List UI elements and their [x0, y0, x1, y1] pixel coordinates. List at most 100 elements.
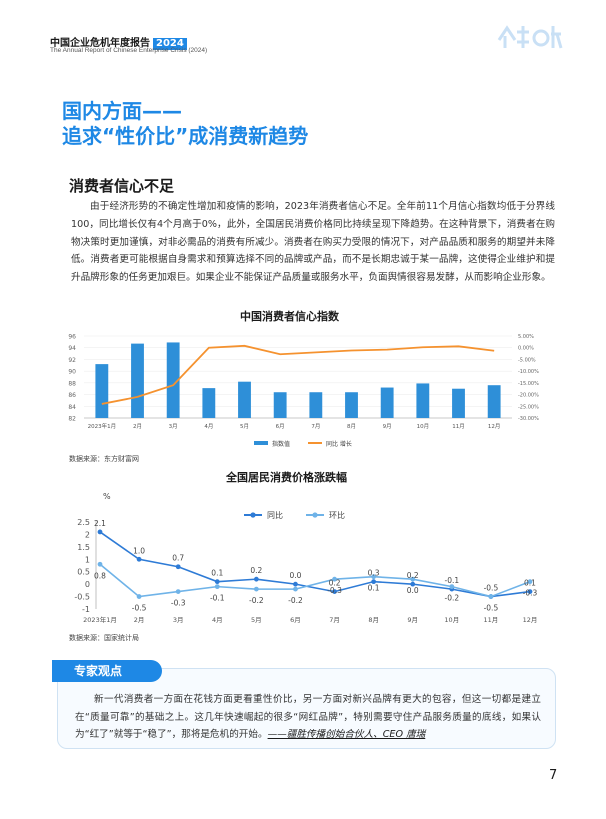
chart1-xtick: 8月: [347, 423, 356, 430]
expert-opinion-text: 新一代消费者一方面在花钱方面更看重性价比，另一方面对新兴品牌有更大的包容，但这一…: [75, 691, 541, 744]
chart1-yoy-line: [101, 344, 495, 405]
chart2-point: [293, 581, 298, 587]
chart2-xtick: 6月: [290, 616, 301, 624]
chart2-data-label: 0.1: [368, 584, 380, 593]
chart2-ytick: 2: [85, 530, 90, 539]
section-title-line2: 追求“性价比”成消费新趋势: [62, 124, 309, 148]
chart2-legend-marker-1: [312, 512, 318, 518]
chart1-bar: [416, 383, 430, 418]
chart1-xtick: 6月: [276, 423, 285, 430]
expert-signature: ——疆胜传播创始合伙人、CEO 唐瑞: [267, 729, 426, 741]
chart1-bar: [487, 385, 501, 418]
body-paragraph: 由于经济形势的不确定性增加和疫情的影响，2023年消费者信心不足。全年前11个月…: [71, 201, 555, 284]
chart2-point: [332, 589, 337, 594]
chart1-legend-bar: 指数值: [272, 440, 290, 448]
chart2-legend-label-1: 环比: [329, 510, 345, 520]
chart1-ytick-left: 86: [68, 392, 76, 399]
chart2-data-label: 0.7: [172, 554, 184, 563]
chart2-xtick: 12月: [523, 616, 538, 624]
chart1-xtick: 7月: [311, 423, 320, 430]
chart2-point: [214, 579, 220, 585]
chart2-data-label: -0.3: [327, 586, 342, 595]
chart1-ytick-right: 0.00%: [518, 346, 534, 352]
chart2-point: [253, 586, 259, 592]
chart1-ytick-left: 94: [68, 345, 76, 352]
chart2-data-label: 1.0: [133, 546, 145, 555]
chart2-data-label: 0.0: [407, 586, 419, 595]
chart1-bar: [309, 392, 323, 418]
chart1-source: 数据来源：东方财富网: [69, 455, 139, 463]
chart2-xtick: 11月: [484, 616, 499, 624]
chart2-series-line-1: [99, 563, 531, 598]
chart2-point: [527, 579, 533, 585]
chart2-point: [175, 589, 181, 594]
chart2-xtick: 5月: [251, 616, 262, 624]
section-title-line1: 国内方面——: [62, 99, 182, 123]
chart2-point: [527, 589, 533, 594]
page-number: 7: [549, 768, 558, 783]
chart1-bar: [273, 392, 287, 418]
chart1-legend-line: 同比 增长: [326, 440, 352, 448]
chart2-legend-label-0: 同比: [267, 510, 283, 520]
chart2-data-label: 0.2: [407, 571, 419, 580]
chart1-xtick: 5月: [240, 423, 249, 430]
chart2-data-label: 0.1: [211, 569, 223, 578]
chart1-xtick: 2023年1月: [88, 422, 117, 430]
chart2-source: 数据来源：国家统计局: [69, 634, 139, 642]
chart2-point: [136, 594, 142, 599]
expert-opinion-tag: 专家观点: [52, 660, 162, 682]
report-year-badge: 2024: [153, 38, 187, 50]
chart2-point: [410, 581, 416, 587]
chart2-ytick: 0: [85, 580, 90, 589]
chart1-xtick: 4月: [204, 423, 213, 430]
chart2-data-label: 0.0: [289, 571, 301, 580]
chart2-point: [410, 576, 416, 582]
expert-quote: 新一代消费者一方面在花钱方面更看重性价比，另一方面对新兴品牌有更大的包容，但这一…: [75, 694, 541, 741]
chart2-point: [449, 584, 455, 590]
chart2-data-label: 0.2: [250, 566, 262, 575]
section-title: 国内方面—— 追求“性价比”成消费新趋势: [62, 99, 308, 149]
chart2-point: [175, 564, 181, 570]
chart2-legend-marker-0: [250, 512, 256, 518]
chart2-data-label: 2.1: [94, 519, 106, 528]
chart2-ytick: 1.5: [77, 543, 90, 552]
chart1-ytick-right: -25.00%: [518, 404, 539, 410]
chart2-ytick: -1: [82, 605, 90, 614]
chart1-bar: [166, 342, 180, 418]
chart1-ytick-right: -20.00%: [518, 393, 539, 399]
report-title: 中国企业危机年度报告 2024: [50, 34, 187, 50]
chart2-data-label: 0.3: [368, 569, 380, 578]
brand-logo: [495, 20, 565, 58]
chart2-data-label: -0.2: [288, 596, 303, 605]
chart2-data-label: 0.2: [329, 579, 341, 588]
chart2-data-label: -0.3: [171, 599, 186, 608]
chart2-ytick: 0.5: [77, 568, 90, 577]
chart1-ytick-left: 82: [68, 416, 76, 423]
chart1-bar: [95, 364, 109, 418]
chart2-xtick: 9月: [407, 616, 418, 624]
chart2-xtick: 7月: [329, 616, 340, 624]
chart1-ytick-right: -15.00%: [518, 381, 539, 387]
chart2-point: [371, 574, 377, 580]
chart1-ytick-left: 88: [68, 380, 76, 387]
chart2-ytick: -0.5: [74, 593, 90, 602]
subsection-heading: 消费者信心不足: [69, 177, 175, 195]
chart2-point: [97, 529, 103, 535]
chart1-ytick-right: -5.00%: [518, 357, 536, 363]
chart1-ytick-left: 90: [68, 369, 76, 376]
chart2-xtick: 8月: [368, 616, 379, 624]
chart2-xtick: 4月: [212, 616, 223, 624]
consumer-confidence-chart: 96 94 92 90 88 86 84 82 5.00% 0.00% -5.00% -10.00% -…: [68, 334, 539, 449]
chart2-data-label: 0.8: [94, 571, 106, 580]
chart2-point: [371, 579, 377, 585]
chart1-bar: [452, 388, 465, 418]
chart1-ytick-right: 5.00%: [518, 334, 534, 340]
chart2-data-label: -0.5: [484, 584, 499, 593]
chart1-legend-swatch-bar: [254, 441, 268, 445]
chart2-point: [97, 561, 103, 567]
chart2-data-label: -0.2: [444, 594, 459, 603]
brand-logo-graphic: [497, 25, 563, 49]
chart1-ytick-left: 84: [68, 404, 76, 411]
chart2-xtick: 10月: [444, 616, 459, 624]
chart2-point: [488, 594, 494, 599]
